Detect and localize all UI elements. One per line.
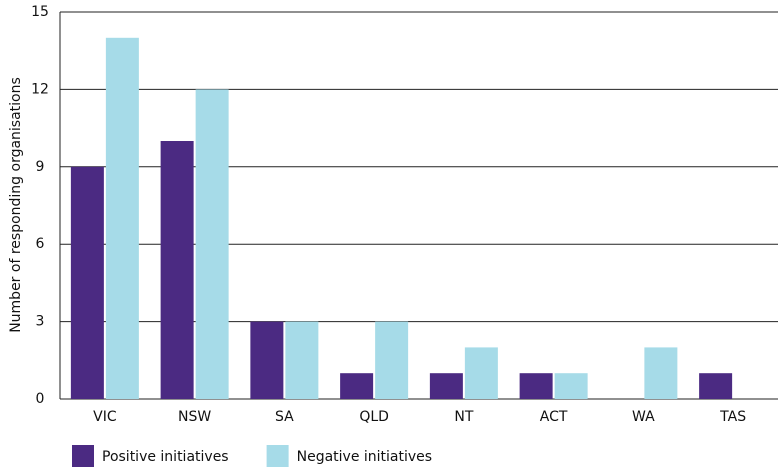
x-tick-label: NT	[454, 409, 473, 425]
x-tick-label: QLD	[359, 409, 389, 425]
bar	[105, 37, 139, 400]
bar	[429, 373, 463, 399]
y-tick-label: 15	[31, 4, 49, 20]
x-tick-label: ACT	[540, 409, 568, 425]
bar	[195, 89, 229, 400]
bar	[250, 321, 284, 399]
legend-label: Positive initiatives	[102, 449, 229, 465]
legend-label: Negative initiatives	[297, 449, 432, 465]
x-tick-label: VIC	[93, 409, 117, 425]
x-tick-label: TAS	[719, 409, 746, 425]
y-tick-label: 0	[36, 391, 45, 407]
y-tick-label: 3	[36, 314, 45, 330]
bar	[160, 141, 194, 399]
bar	[340, 373, 374, 399]
bar	[699, 373, 733, 399]
x-tick-label: WA	[632, 409, 655, 425]
bar	[70, 166, 104, 399]
bar	[464, 347, 498, 399]
y-tick-label: 6	[36, 236, 45, 252]
bar	[285, 321, 319, 399]
x-tick-label: SA	[275, 409, 294, 425]
y-tick-label: 9	[36, 159, 45, 175]
x-tick-label: NSW	[178, 409, 211, 425]
bar	[554, 373, 588, 399]
y-tick-label: 12	[31, 81, 49, 97]
bar	[519, 373, 553, 399]
legend-swatch	[72, 445, 94, 467]
y-axis-label: Number of responding organisations	[8, 77, 24, 333]
bar	[644, 347, 678, 399]
legend-swatch	[266, 445, 289, 467]
bar	[375, 321, 409, 399]
